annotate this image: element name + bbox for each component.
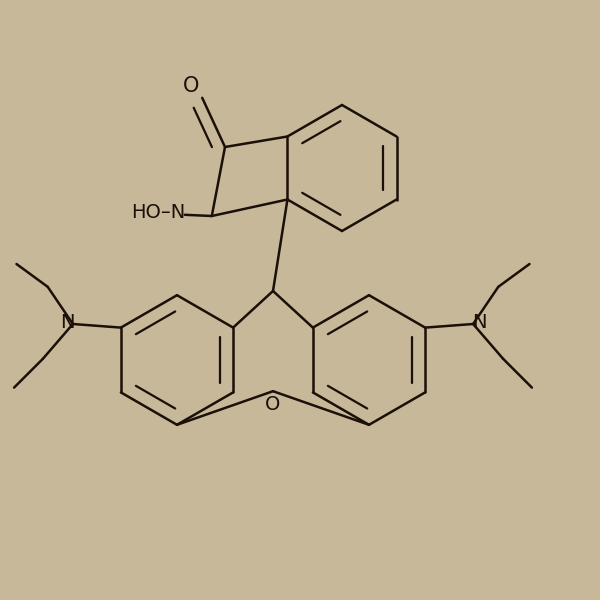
Text: N: N	[472, 313, 487, 332]
Text: N: N	[59, 313, 74, 332]
Text: O: O	[265, 395, 281, 414]
Text: O: O	[183, 76, 200, 96]
Text: HO–N: HO–N	[131, 203, 185, 222]
